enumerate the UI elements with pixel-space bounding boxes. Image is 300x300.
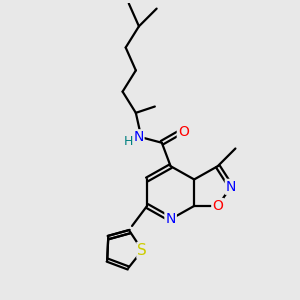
Text: N: N [133, 130, 143, 144]
Text: N: N [165, 212, 176, 226]
Text: O: O [212, 199, 223, 213]
Text: H: H [124, 135, 134, 148]
Text: S: S [137, 243, 147, 258]
Text: N: N [226, 180, 236, 194]
Text: O: O [178, 125, 189, 139]
